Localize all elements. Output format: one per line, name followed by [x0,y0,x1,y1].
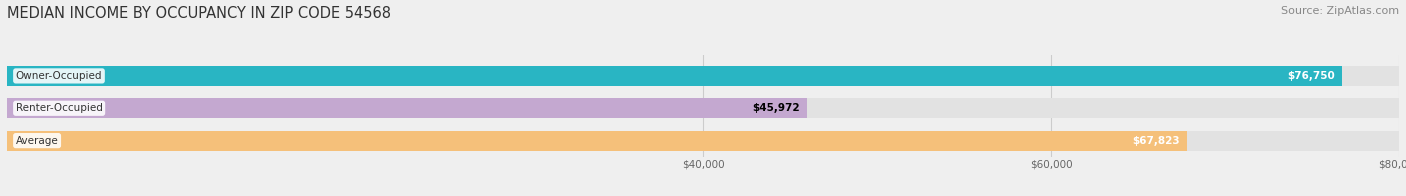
Bar [7,131,1187,151]
Text: MEDIAN INCOME BY OCCUPANCY IN ZIP CODE 54568: MEDIAN INCOME BY OCCUPANCY IN ZIP CODE 5… [7,6,391,21]
Text: Owner-Occupied: Owner-Occupied [15,71,103,81]
Text: $76,750: $76,750 [1288,71,1336,81]
Text: $67,823: $67,823 [1132,136,1180,146]
Bar [7,98,807,118]
Bar [7,98,1399,118]
Text: $45,972: $45,972 [752,103,800,113]
Text: Renter-Occupied: Renter-Occupied [15,103,103,113]
Bar [7,131,1399,151]
Bar [7,66,1343,86]
Text: Source: ZipAtlas.com: Source: ZipAtlas.com [1281,6,1399,16]
Bar [7,66,1399,86]
Text: Average: Average [15,136,59,146]
